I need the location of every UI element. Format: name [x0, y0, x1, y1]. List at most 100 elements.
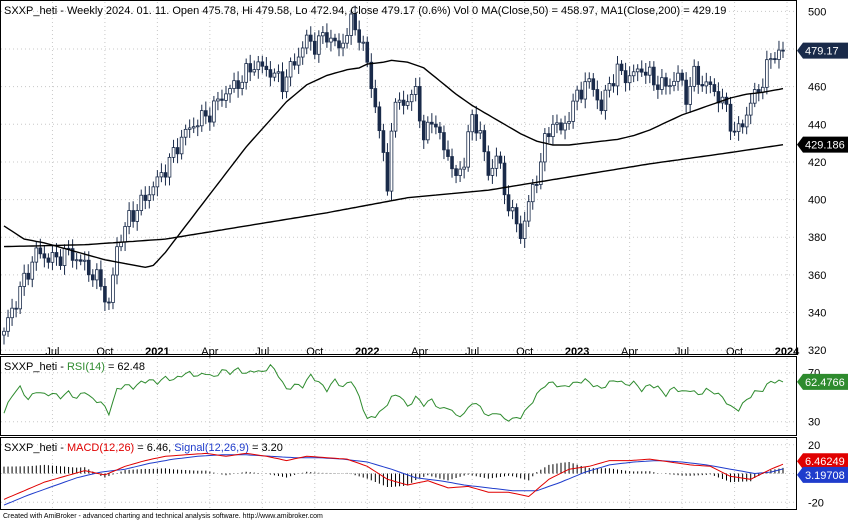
- candle: [353, 5, 357, 36]
- candle-body: [151, 186, 156, 196]
- candle: [212, 95, 216, 127]
- candle: [280, 62, 285, 100]
- macd-pane: [0, 437, 797, 510]
- candle-body: [684, 79, 688, 105]
- candle-body: [107, 301, 111, 304]
- candle: [22, 264, 26, 296]
- candle-body: [329, 37, 333, 43]
- candle: [591, 73, 596, 97]
- candle-body: [82, 259, 87, 262]
- candle: [393, 98, 398, 138]
- candle-body: [619, 63, 624, 72]
- candle-body: [611, 83, 616, 87]
- price-tick-label: 340: [808, 307, 826, 319]
- candle: [639, 60, 644, 77]
- candle-body: [450, 156, 454, 170]
- candle: [163, 164, 168, 186]
- price-tick-label: 360: [808, 270, 826, 282]
- candle: [405, 94, 410, 110]
- candle: [442, 125, 446, 160]
- candle-body: [103, 285, 107, 303]
- signal-tag-text: 3.19708: [805, 470, 845, 482]
- candle-body: [361, 41, 366, 44]
- candle-body: [539, 161, 543, 185]
- candle: [304, 29, 309, 55]
- x-tick-label: Oct: [306, 346, 323, 358]
- candle: [676, 65, 680, 91]
- candle: [10, 298, 14, 326]
- candle-body: [458, 168, 462, 176]
- candle: [744, 106, 749, 135]
- candle-body: [470, 114, 475, 133]
- candle: [365, 36, 370, 68]
- candle: [615, 55, 620, 96]
- candle: [631, 64, 636, 83]
- candle: [688, 77, 692, 113]
- close-tag-box: [797, 42, 848, 59]
- price-tick-label: 440: [808, 119, 826, 131]
- candle-body: [50, 252, 55, 263]
- candle: [139, 189, 144, 216]
- candle-body: [486, 151, 491, 176]
- candle: [264, 57, 269, 77]
- candle-body: [567, 121, 571, 124]
- time-axis: Jul Oct 2021 Apr Jul Oct 2022 Apr Jul Oct 2023 Apr J…: [45, 346, 800, 358]
- candle-body: [111, 274, 115, 303]
- candle-body: [62, 247, 67, 266]
- candle-body: [304, 34, 309, 49]
- candle-body: [187, 127, 192, 130]
- candle-body: [740, 123, 745, 128]
- candle: [438, 122, 442, 140]
- candle-body: [773, 58, 777, 61]
- candle-body: [22, 272, 26, 287]
- candle: [607, 76, 612, 98]
- candle: [183, 124, 188, 146]
- candle: [623, 62, 628, 92]
- candle-body: [264, 65, 269, 71]
- price-tick-label: 380: [808, 232, 826, 244]
- candle: [329, 29, 333, 52]
- candle-body: [490, 167, 495, 176]
- candle: [518, 215, 523, 244]
- x-tick-label: 2024: [775, 346, 800, 358]
- candle-body: [228, 88, 232, 95]
- candle: [191, 117, 196, 134]
- candle-body: [781, 49, 785, 52]
- rsi-grid: [1, 358, 796, 434]
- candle-body: [147, 194, 152, 201]
- candle: [377, 101, 382, 139]
- candle-body: [518, 223, 523, 239]
- candle-body: [317, 35, 321, 55]
- candle-body: [357, 29, 361, 43]
- candle-body: [232, 80, 236, 89]
- macd-line: [3, 452, 784, 500]
- candle-body: [510, 207, 515, 212]
- candle: [397, 92, 402, 110]
- candle: [300, 41, 305, 65]
- x-tick-label: 2023: [565, 346, 589, 358]
- candle: [179, 129, 184, 160]
- candle-body: [587, 78, 592, 83]
- candle: [619, 60, 624, 75]
- candle-body: [413, 86, 418, 95]
- candle: [70, 239, 75, 268]
- x-tick-label: Jul: [675, 346, 689, 358]
- candle: [260, 55, 265, 74]
- candle: [86, 251, 91, 282]
- candle: [446, 140, 450, 161]
- candle-body: [260, 61, 265, 67]
- candle-body: [639, 68, 644, 73]
- candle-body: [220, 98, 224, 101]
- candle-body: [660, 77, 664, 90]
- candle: [224, 85, 228, 108]
- candle-body: [446, 149, 450, 157]
- candle: [579, 81, 583, 104]
- candle-body: [183, 128, 188, 138]
- candle-body: [761, 86, 765, 93]
- candle: [14, 301, 18, 318]
- candle-body: [748, 102, 753, 116]
- candle-body: [252, 69, 257, 73]
- candle: [115, 237, 119, 285]
- candle-body: [405, 101, 410, 106]
- macd-tag: 6.46249: [797, 453, 848, 470]
